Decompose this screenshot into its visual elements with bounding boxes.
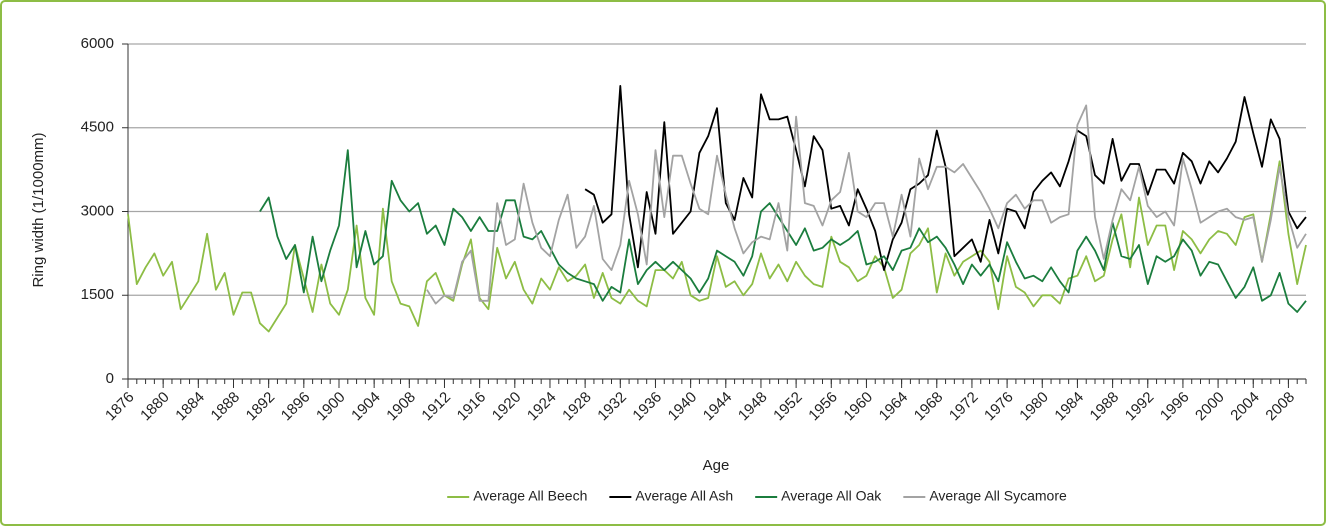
legend-label: Average All Beech: [473, 488, 587, 504]
legend-label: Average All Ash: [635, 488, 733, 504]
y-tick-label: 4500: [81, 119, 114, 136]
y-axis-title: Ring width (1/1000mm): [30, 132, 47, 287]
y-tick-label: 1500: [81, 286, 114, 303]
legend-label: Average All Oak: [781, 488, 882, 504]
y-tick-label: 3000: [81, 202, 114, 219]
legend-label: Average All Sycamore: [929, 488, 1067, 504]
y-tick-label: 6000: [81, 35, 114, 52]
series-line: [426, 104, 1307, 305]
series-line: [127, 160, 1307, 333]
x-axis-title: Age: [703, 457, 730, 474]
y-tick-label: 0: [106, 370, 114, 387]
